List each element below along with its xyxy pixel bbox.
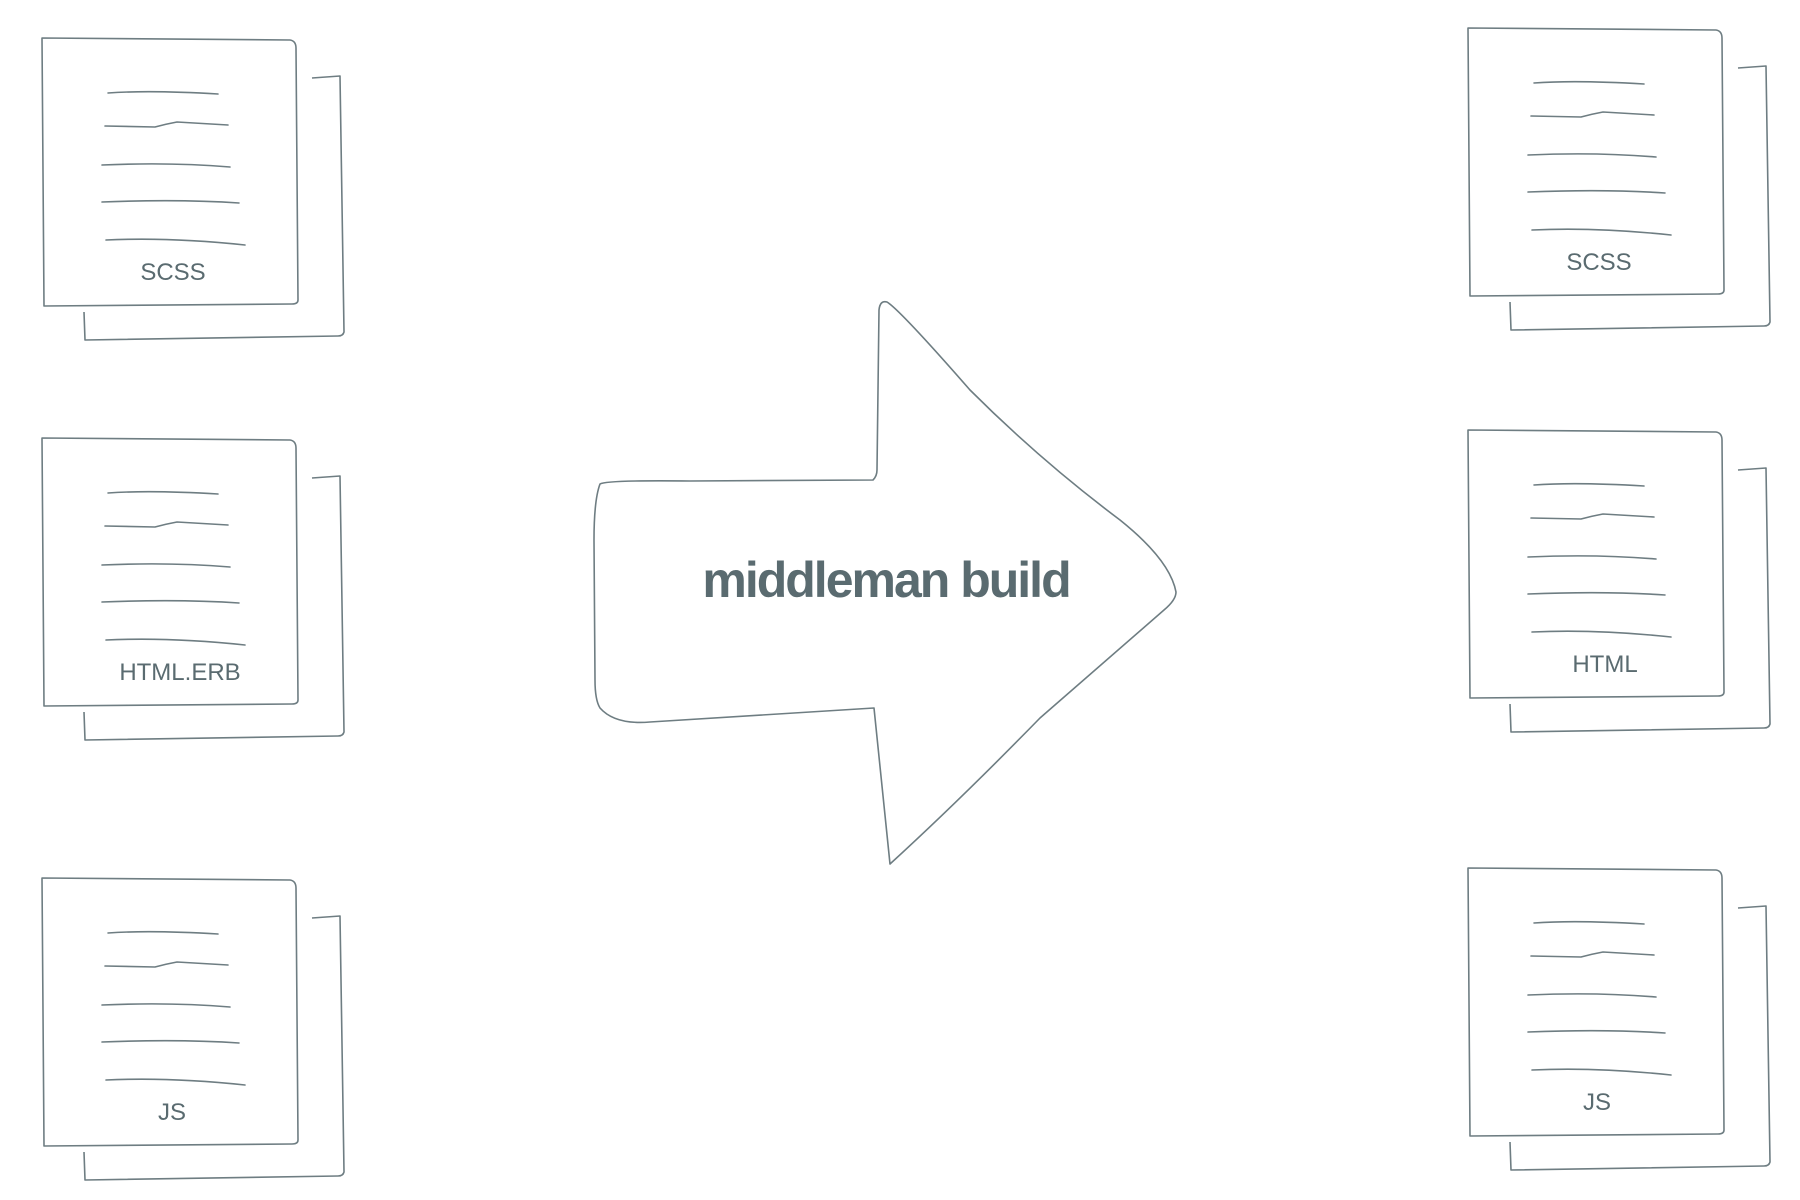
output-file-html: HTML — [1467, 429, 1771, 733]
output-file-scss: SCSS — [1467, 27, 1771, 331]
output-file-label: HTML — [1572, 651, 1637, 678]
output-file-js: JS — [1467, 867, 1771, 1171]
build-arrow: middleman build — [593, 300, 1177, 865]
output-file-label: SCSS — [1566, 249, 1631, 276]
arrow-shape — [593, 300, 1177, 865]
source-file-html-erb: HTML.ERB — [41, 437, 345, 741]
source-file-label: JS — [158, 1099, 186, 1126]
source-file-label: SCSS — [140, 259, 205, 286]
source-file-scss: SCSS — [41, 37, 345, 341]
source-file-label: HTML.ERB — [119, 659, 240, 686]
source-file-js: JS — [41, 877, 345, 1181]
output-file-label: JS — [1583, 1089, 1611, 1116]
process-label: middleman build — [702, 552, 1069, 608]
